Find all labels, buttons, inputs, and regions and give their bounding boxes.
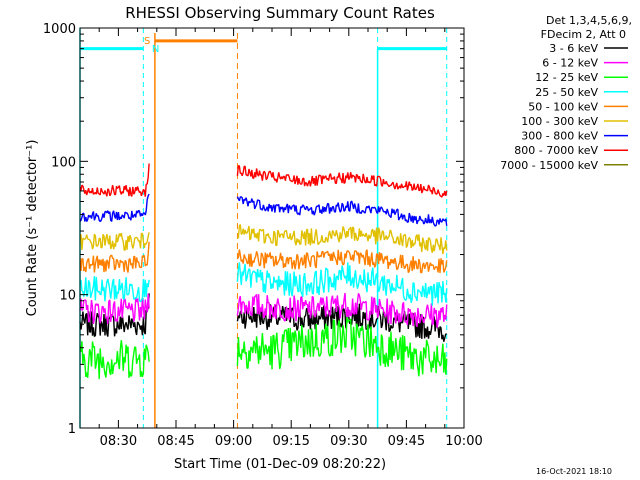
legend-label: 7000 - 15000 keV bbox=[500, 159, 598, 172]
y-tick-label: 10 bbox=[59, 289, 76, 304]
series-line bbox=[236, 249, 448, 274]
night-flag-label: N bbox=[152, 44, 159, 55]
legend-header-line-2: FDecim 2, Att 0 bbox=[541, 28, 626, 41]
legend-label: 100 - 300 keV bbox=[521, 115, 598, 128]
series-line bbox=[236, 196, 448, 227]
series-line bbox=[79, 163, 150, 197]
series-line bbox=[79, 293, 150, 325]
legend-label: 6 - 12 keV bbox=[542, 57, 598, 70]
y-tick-label: 1 bbox=[68, 422, 76, 437]
y-tick-label: 1000 bbox=[43, 22, 76, 37]
timestamp: 16-Oct-2021 18:10 bbox=[536, 467, 612, 476]
legend-label: 12 - 25 keV bbox=[535, 71, 598, 84]
chart-title: RHESSI Observing Summary Count Rates bbox=[125, 4, 435, 22]
legend-label: 50 - 100 keV bbox=[528, 100, 598, 113]
series-line bbox=[236, 292, 448, 328]
series-line bbox=[236, 317, 448, 377]
x-tick-label: 08:45 bbox=[157, 434, 194, 449]
y-axis-label: Count Rate (s⁻¹ detector⁻¹) bbox=[25, 140, 40, 317]
x-tick-label: 09:30 bbox=[330, 434, 367, 449]
series-line bbox=[236, 164, 448, 198]
saa-flag-label: S bbox=[144, 36, 150, 47]
legend-label: 25 - 50 keV bbox=[535, 86, 598, 99]
flags-layer: SN bbox=[79, 28, 448, 428]
series-line bbox=[79, 276, 150, 303]
series-line bbox=[236, 262, 448, 306]
series-line bbox=[236, 224, 448, 255]
y-tick-label: 100 bbox=[51, 155, 76, 170]
series-layer bbox=[79, 163, 448, 380]
axis-layer: 08:30 08:45 09:00 09:15 09:30 09:45 10:00 1 10 10… bbox=[43, 22, 483, 449]
series-line bbox=[79, 340, 150, 380]
series-line bbox=[79, 193, 150, 223]
legend-header-line-1: Det 1,3,4,5,6,9, bbox=[546, 14, 632, 27]
x-tick-label: 09:15 bbox=[272, 434, 309, 449]
x-tick-label: 09:00 bbox=[215, 434, 252, 449]
x-tick-label: 09:45 bbox=[388, 434, 425, 449]
x-tick-label: 10:00 bbox=[445, 434, 482, 449]
legend-label: 300 - 800 keV bbox=[521, 130, 598, 143]
x-tick-label: 08:30 bbox=[100, 434, 137, 449]
legend-label: 3 - 6 keV bbox=[549, 42, 598, 55]
series-line bbox=[79, 293, 150, 337]
x-axis-label: Start Time (01-Dec-09 08:20:22) bbox=[174, 457, 386, 472]
series-line bbox=[79, 241, 150, 273]
legend-label: 800 - 7000 keV bbox=[514, 144, 598, 157]
series-line bbox=[79, 232, 150, 251]
